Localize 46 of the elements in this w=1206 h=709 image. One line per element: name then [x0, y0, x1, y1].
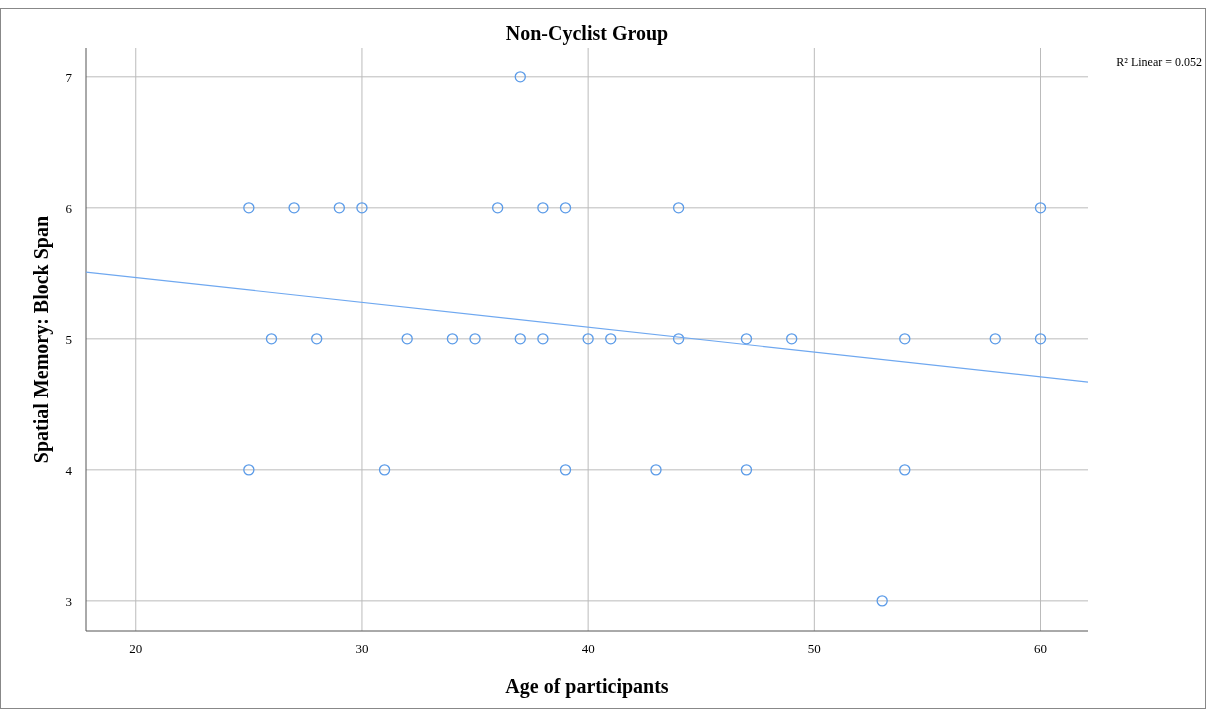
point [672, 202, 685, 214]
point [559, 202, 572, 214]
x-tick-label: 40 [581, 641, 595, 656]
y-tick-label: 3 [65, 593, 72, 609]
text: R² Linear = 0.052 [1116, 55, 1202, 69]
point [288, 202, 300, 214]
point [876, 595, 888, 607]
point [243, 202, 255, 214]
y-tick-label: 5 [65, 331, 72, 347]
y-tick-label: 6 [65, 200, 73, 216]
point [356, 202, 368, 214]
point [672, 333, 685, 345]
point [605, 333, 617, 345]
x-axis-title: Age of participants [505, 675, 669, 698]
x-tick-label: 20 [129, 641, 143, 656]
point [243, 464, 255, 476]
point [537, 333, 549, 345]
point [333, 202, 346, 214]
point [786, 333, 798, 345]
point [265, 333, 278, 345]
point [1034, 333, 1047, 345]
point [401, 333, 413, 345]
point [514, 333, 526, 345]
y-tick-label: 7 [65, 69, 73, 85]
point [311, 333, 323, 345]
x-tick-label: 60 [1034, 641, 1047, 656]
point [582, 333, 594, 345]
y-tick-label: 4 [65, 462, 73, 478]
point [1034, 202, 1047, 214]
point [740, 464, 753, 476]
point [559, 464, 572, 476]
point [537, 202, 549, 214]
point [989, 333, 1001, 345]
point [446, 333, 459, 345]
x-tick-label: 30 [355, 641, 369, 656]
x-tick-label: 50 [807, 641, 821, 656]
y-axis-title: Spatial Memory: Block Span [30, 215, 53, 464]
point [378, 464, 391, 476]
point [899, 464, 911, 476]
point [469, 333, 481, 345]
point [650, 464, 662, 476]
chart-title: Non-Cyclist Group [505, 22, 669, 45]
point [899, 333, 911, 345]
point [514, 71, 526, 83]
point [491, 202, 504, 214]
point [740, 333, 753, 345]
